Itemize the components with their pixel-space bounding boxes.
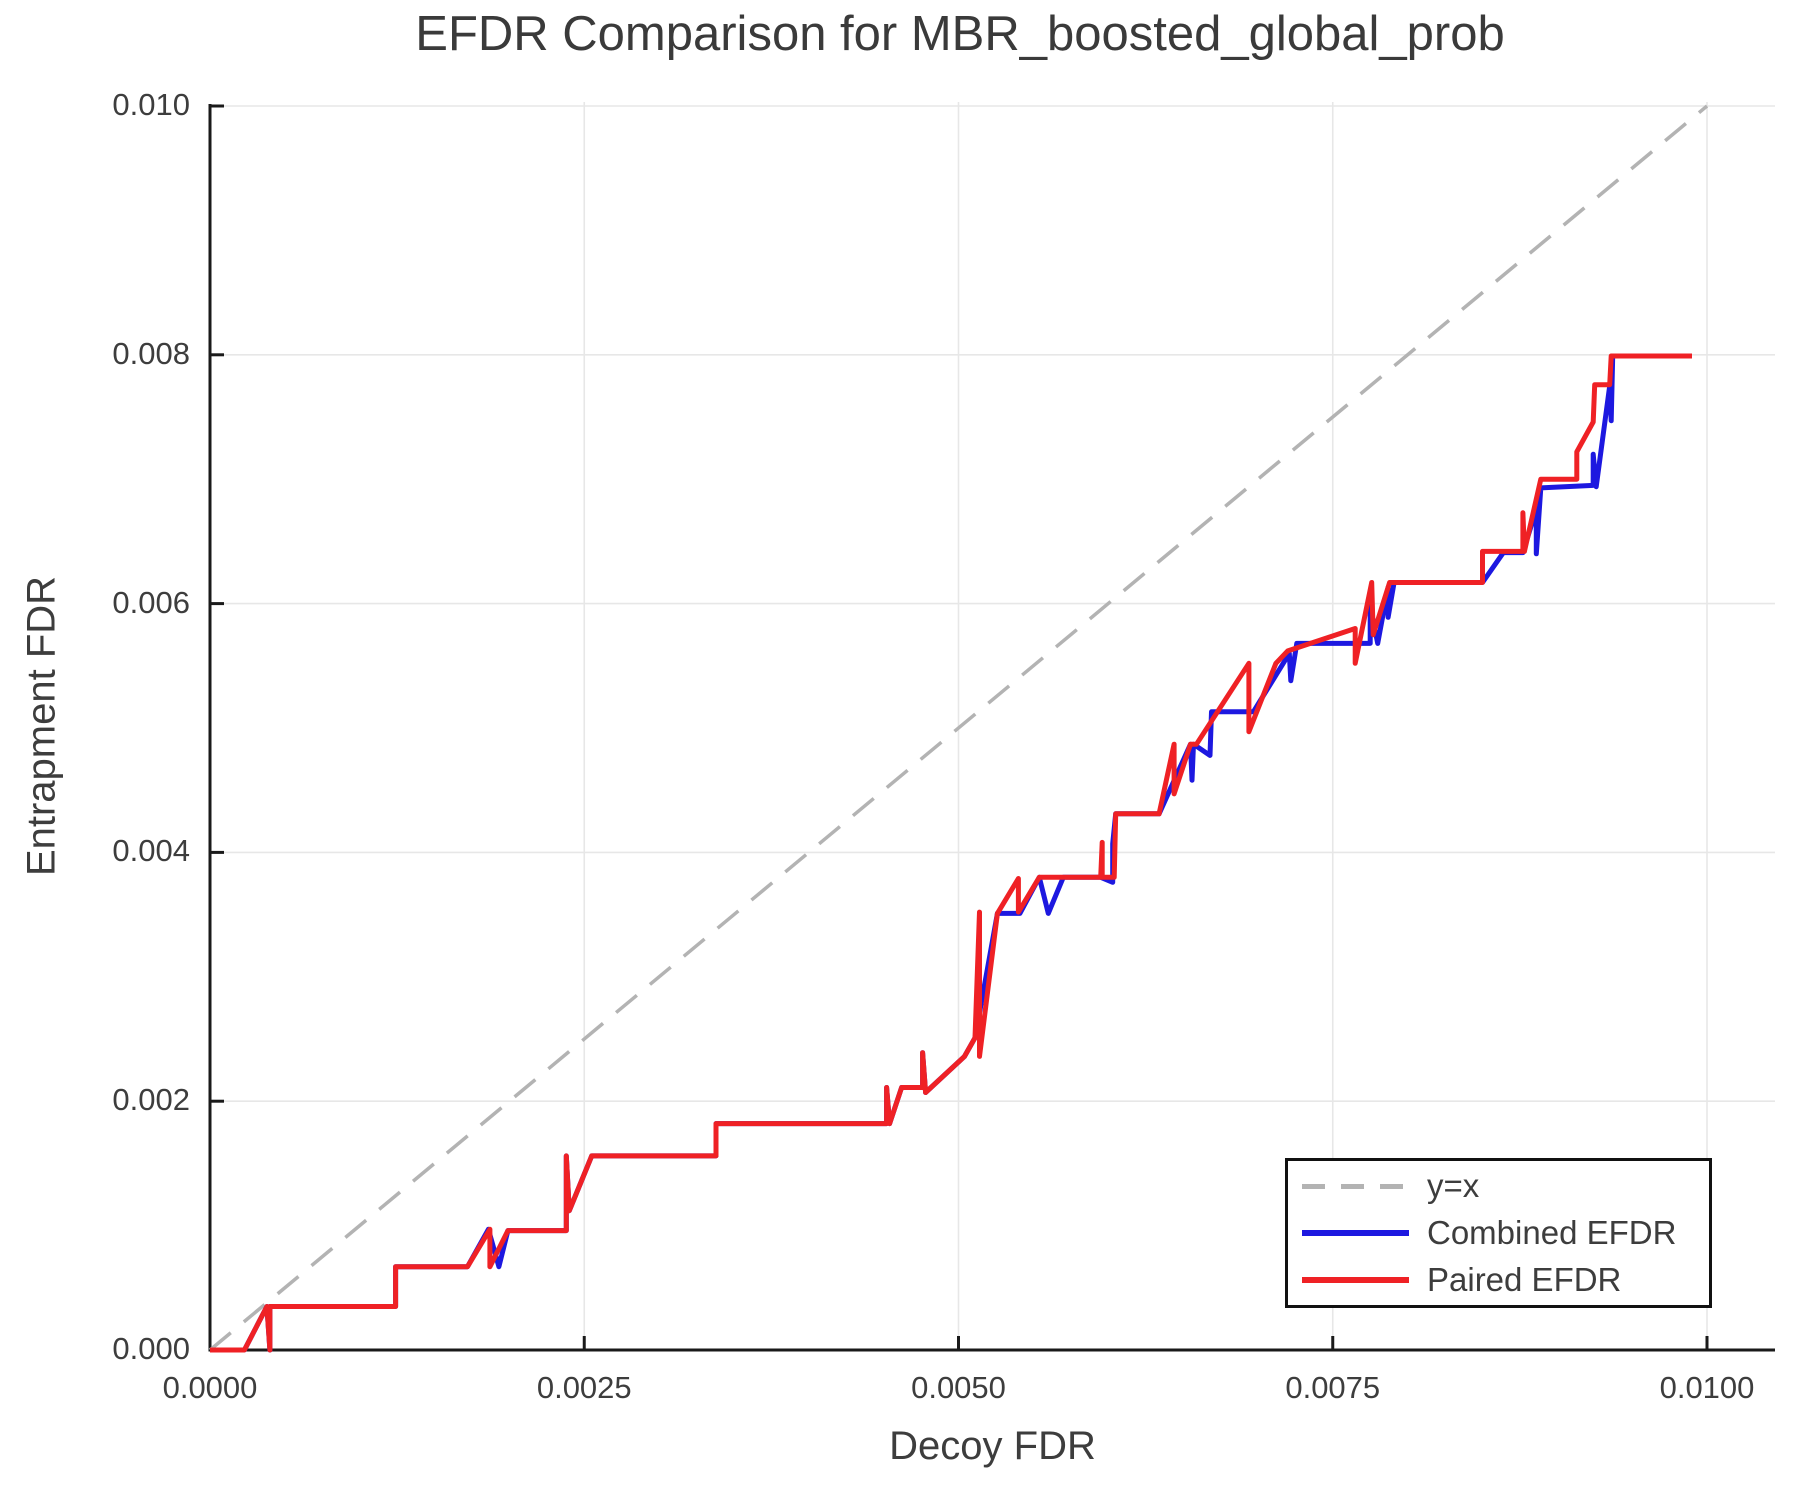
x-tick-label: 0.0050	[911, 1370, 1006, 1405]
gridlines	[210, 102, 1775, 1350]
x-tick-label: 0.0000	[162, 1370, 258, 1405]
identity-line	[208, 104, 1709, 1352]
y-tick-label: 0.002	[112, 1082, 190, 1118]
x-tick-label: 0.0025	[536, 1370, 632, 1405]
x-tick-label: 0.0100	[1659, 1370, 1755, 1405]
chart-title: EFDR Comparison for MBR_boosted_global_p…	[415, 7, 1505, 61]
legend-row-paired: Paired EFDR	[1302, 1256, 1709, 1303]
y-tick-label: 0.000	[112, 1331, 190, 1366]
paired-line-swatch	[1302, 1276, 1409, 1283]
axis-spines	[208, 104, 1775, 1352]
legend-row-identity: y=x	[1302, 1163, 1709, 1210]
combined-line-swatch	[1302, 1230, 1409, 1236]
legend-row-combined: Combined EFDR	[1302, 1210, 1709, 1257]
paired-efdr-line	[210, 353, 1692, 1353]
x-tick-label: 0.0075	[1285, 1370, 1381, 1405]
y-tick-label: 0.006	[112, 584, 190, 620]
y-tick-label: 0.008	[112, 335, 190, 371]
legend: y=x Combined EFDR Paired EFDR	[1285, 1158, 1712, 1308]
legend-label: Paired EFDR	[1427, 1260, 1622, 1298]
x-axis-title: Decoy FDR	[889, 1424, 1096, 1468]
legend-label: y=x	[1427, 1167, 1480, 1205]
data-series	[208, 104, 1709, 1353]
identity-line-swatch	[1302, 1183, 1409, 1189]
y-tick-label: 0.010	[112, 87, 190, 122]
legend-label: Combined EFDR	[1427, 1214, 1677, 1251]
y-tick-label: 0.004	[112, 833, 190, 869]
